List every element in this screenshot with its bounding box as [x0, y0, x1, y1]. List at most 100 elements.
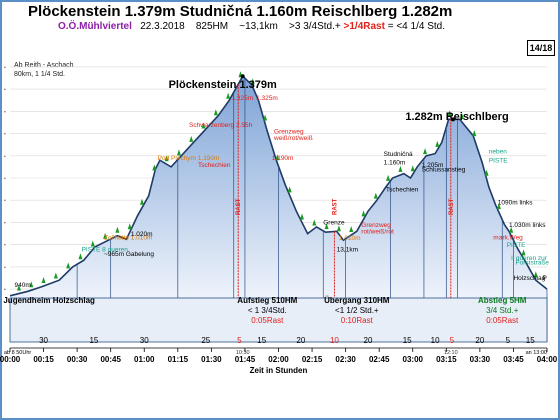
page-title: Plöckenstein 1.379m Studničná 1.160m Rei…	[28, 3, 453, 20]
annotation-label: Schlussanstieg	[422, 166, 466, 173]
region-label: O.Ö.Mühlviertel	[58, 21, 132, 32]
tree-icon	[410, 165, 415, 172]
x-tick-label: 02:45	[369, 355, 390, 364]
tree-icon	[533, 271, 538, 278]
subtitle: O.Ö.Mühlviertel 22.3.2018 825HM ~13,1km …	[58, 22, 445, 32]
time-mark-label: 10:30	[236, 350, 250, 356]
footer-block-line: 0:05Rast	[251, 316, 284, 325]
footer-block-line: 0:05Rast	[486, 316, 519, 325]
footer-block-line: 0:10Rast	[341, 316, 374, 325]
x-tick-label: 03:15	[436, 355, 457, 364]
annotation-label: mark.Weg	[493, 234, 523, 241]
total-label: = <4 1/4 Std.	[387, 21, 445, 32]
grid-dot: •	[4, 198, 6, 204]
annotation-label: Tschechien	[198, 162, 231, 169]
summit-marker	[451, 117, 456, 122]
grid-dot: •	[4, 265, 6, 271]
annotation-label: 1.190m	[272, 155, 294, 162]
tree-icon	[299, 213, 304, 220]
tree-icon	[53, 272, 58, 279]
annotation-label: 1.325m	[256, 95, 278, 102]
tree-icon	[349, 226, 354, 233]
tree-icon	[66, 262, 71, 269]
tree-icon	[275, 154, 280, 161]
annotation-label: Zollhütte 1.010m	[104, 234, 152, 241]
x-tick-label: 01:15	[168, 355, 189, 364]
x-tick-label: 01:00	[134, 355, 155, 364]
tree-icon	[373, 192, 378, 199]
tree-icon	[115, 226, 120, 233]
annotation-label: 1.010m	[339, 235, 361, 242]
tree-icon	[78, 253, 83, 260]
x-tick-label: 00:00	[0, 355, 21, 364]
rest-label: >1/4Rast	[343, 21, 385, 32]
grid-dot: •	[4, 154, 6, 160]
tree-icon	[423, 148, 428, 155]
summit-marker	[240, 74, 245, 79]
time-mark-label: 12:10	[444, 350, 458, 356]
annotation-label: Studničná	[384, 151, 413, 158]
tree-icon	[189, 135, 194, 142]
x-tick-label: 00:30	[67, 355, 88, 364]
annotation-label: 940m	[14, 282, 30, 289]
annotation-label: Pod Plechym 1.190m	[158, 155, 220, 162]
segment-minutes-label: 30	[140, 336, 149, 345]
annotation-label: Forststraße	[516, 260, 550, 267]
tree-icon	[398, 165, 403, 172]
tree-icon	[127, 223, 132, 230]
annotation-label: Grenzweg	[361, 222, 391, 229]
annotation-label: li queren zur	[511, 255, 548, 262]
grid-dot: •	[4, 109, 6, 115]
end-time-label: an 13:00	[526, 350, 547, 356]
grid-dot: •	[4, 243, 6, 249]
annotation-label: Tschechien	[386, 186, 419, 193]
x-tick-label: 01:30	[201, 355, 222, 364]
footer-block-line: < 1 3/4Std.	[248, 306, 287, 315]
tree-icon	[287, 186, 292, 193]
segment-minutes-label: 20	[364, 336, 373, 345]
x-tick-label: 01:45	[235, 355, 256, 364]
tree-icon	[312, 219, 317, 226]
grid-dot: •	[4, 87, 6, 93]
distance-label: ~13,1km	[239, 21, 278, 32]
date-label: 22.3.2018	[140, 21, 185, 32]
duration-label: >3 3/4Std.+	[289, 21, 341, 32]
segment-minutes-label: 5	[450, 336, 455, 345]
rest-marker-label: RAST	[449, 198, 455, 215]
corner-note-1: Ab Reith - Aschach	[14, 62, 74, 69]
grid-dot: •	[4, 287, 6, 293]
tree-icon	[164, 155, 169, 162]
annotation-label: P	[543, 275, 547, 282]
tree-icon	[447, 110, 452, 117]
tree-icon	[484, 169, 489, 176]
footer-block-line: 3/4 Std.+	[486, 306, 519, 315]
grid-dot: •	[4, 65, 6, 71]
tree-icon	[213, 109, 218, 116]
tree-icon	[435, 140, 440, 147]
segment-minutes-label: 15	[89, 336, 98, 345]
x-tick-label: 00:45	[100, 355, 121, 364]
annotation-label: 1.325m	[232, 95, 254, 102]
x-tick-label: 03:30	[470, 355, 491, 364]
annotation-label: Schwarzenberg 2.55h	[189, 122, 253, 129]
annotation-label: PISTE 8 queren	[82, 246, 129, 253]
peak-label: Plöckenstein 1.379m	[169, 79, 277, 91]
tree-icon	[386, 174, 391, 181]
elevation-line	[9, 74, 548, 297]
tree-icon	[29, 281, 34, 288]
footer-block-line: Jugendheim Holzschlag	[3, 296, 95, 305]
x-tick-label: 04:00	[537, 355, 558, 364]
tree-icon	[90, 240, 95, 247]
annotation-label: 1.030m links	[509, 222, 546, 229]
annotation-label: 13,1km	[337, 246, 358, 253]
tree-icon	[152, 164, 157, 171]
annotation-label: 1090m links	[498, 200, 533, 207]
x-tick-label: 02:30	[335, 355, 356, 364]
annotation-label: neben	[489, 149, 507, 156]
segment-minutes-label: 5	[237, 336, 242, 345]
tree-icon	[509, 226, 514, 233]
annotation-label: PISTE	[489, 157, 508, 164]
tree-icon	[336, 225, 341, 232]
annotation-label: weiß/rot/weiß	[273, 135, 313, 142]
